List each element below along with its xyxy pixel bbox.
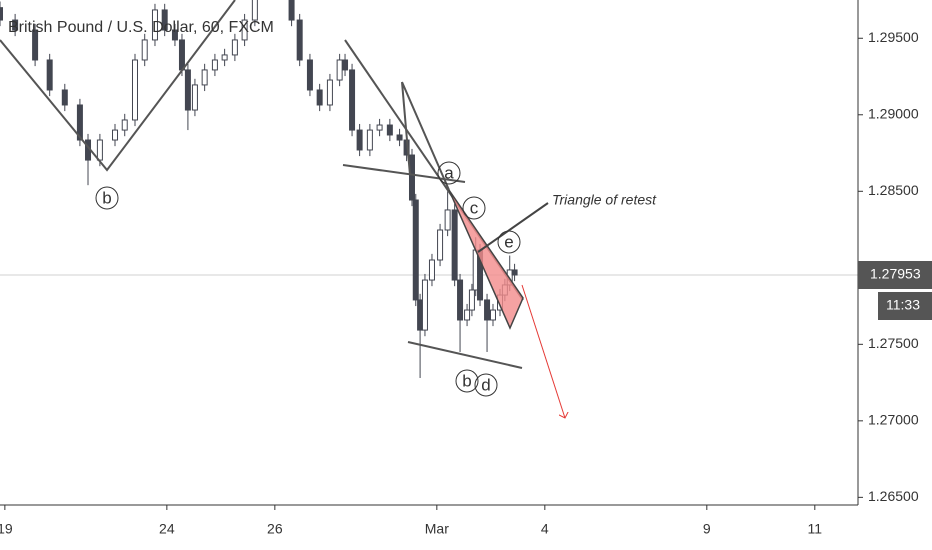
candle-body	[12, 19, 19, 31]
candle-body	[451, 209, 458, 281]
candle-body	[306, 59, 313, 91]
candle-body	[444, 209, 451, 231]
candle-body	[121, 119, 128, 131]
wave-label: e	[504, 232, 513, 251]
candle-body	[336, 59, 343, 81]
candle-body	[251, 0, 258, 21]
candle-body	[428, 259, 435, 281]
candle-body	[61, 89, 68, 106]
candle-body	[241, 19, 248, 41]
candle-body	[386, 124, 393, 136]
candle-body	[178, 39, 185, 71]
candle-body	[412, 199, 419, 301]
y-tick-label: 1.27000	[868, 412, 919, 428]
candle-body	[376, 124, 383, 131]
candle-body	[296, 19, 303, 61]
trend-line	[342, 164, 466, 183]
wave-circle	[474, 373, 498, 397]
wave-label: c	[470, 198, 479, 217]
candle-body	[76, 104, 83, 141]
candle-body	[366, 129, 373, 151]
candle-body	[326, 79, 333, 106]
candle-body	[468, 289, 475, 311]
y-tick-label: 1.26500	[868, 488, 919, 504]
candle-body	[151, 9, 158, 41]
wave-label: a	[444, 163, 454, 182]
candle-body	[489, 309, 496, 321]
candle-body	[231, 39, 238, 56]
candle-body	[437, 229, 444, 261]
wave-label: d	[481, 375, 490, 394]
countdown-bg	[878, 291, 932, 320]
candle-body	[191, 84, 198, 111]
candle-body	[131, 59, 138, 121]
triangle	[448, 189, 524, 330]
wave-circle	[455, 369, 479, 393]
x-tick-label: 24	[159, 521, 175, 537]
candle-body	[46, 59, 53, 91]
candle-body	[221, 54, 228, 61]
wave-circle	[95, 186, 119, 210]
trend-line	[401, 81, 450, 191]
candle-body	[96, 139, 103, 161]
candle-body	[356, 129, 363, 151]
wave-label: b	[102, 188, 111, 207]
leader-line	[477, 202, 549, 253]
x-tick-label: 4	[541, 521, 549, 537]
candle-body	[349, 69, 356, 131]
candle-body	[342, 59, 349, 71]
wave-circle	[462, 196, 486, 220]
candle-body	[201, 69, 208, 86]
x-tick-label: 9	[703, 521, 711, 537]
candle-body	[464, 309, 471, 321]
x-tick-label: 19	[0, 521, 13, 537]
candle-body	[184, 69, 191, 111]
candle-body	[511, 269, 518, 276]
candle-body	[417, 299, 424, 331]
candle-body	[421, 279, 428, 331]
candle-body	[408, 154, 415, 201]
x-tick-label: Mar	[425, 521, 449, 537]
trend-line	[0, 0, 236, 172]
wave-label: b	[462, 371, 471, 390]
candle-body	[112, 129, 119, 141]
candle-body	[171, 29, 178, 41]
drawings	[0, 0, 565, 418]
annotation: Triangle of retest	[552, 192, 657, 208]
candle-body	[211, 59, 218, 71]
y-tick-label: 1.29000	[868, 105, 919, 121]
y-tick-label: 1.28500	[868, 182, 919, 198]
trend-line	[407, 341, 523, 369]
plot-area	[0, 0, 858, 378]
forecast-arrow	[521, 284, 565, 418]
candle-body	[316, 89, 323, 106]
y-tick-label: 1.27500	[868, 335, 919, 351]
chart-title: British Pound / U.S. Dollar, 60, FXCM	[8, 19, 274, 36]
candle-body	[457, 279, 464, 321]
candle-body	[0, 7, 3, 21]
price-label: 1.27953	[870, 266, 921, 282]
candle-body	[161, 9, 168, 31]
x-tick-label: 11	[808, 521, 823, 537]
candle-body	[484, 299, 491, 321]
candle-body	[288, 0, 295, 21]
x-tick-label: 26	[267, 521, 283, 537]
candle-body	[396, 134, 403, 141]
countdown: 11:33	[886, 297, 920, 313]
wave-circle	[497, 230, 521, 254]
candle-body	[141, 39, 148, 61]
wave-circle	[437, 161, 461, 185]
price-label-bg	[858, 260, 932, 289]
candle-body	[32, 29, 39, 61]
y-tick-label: 1.29500	[868, 29, 919, 45]
